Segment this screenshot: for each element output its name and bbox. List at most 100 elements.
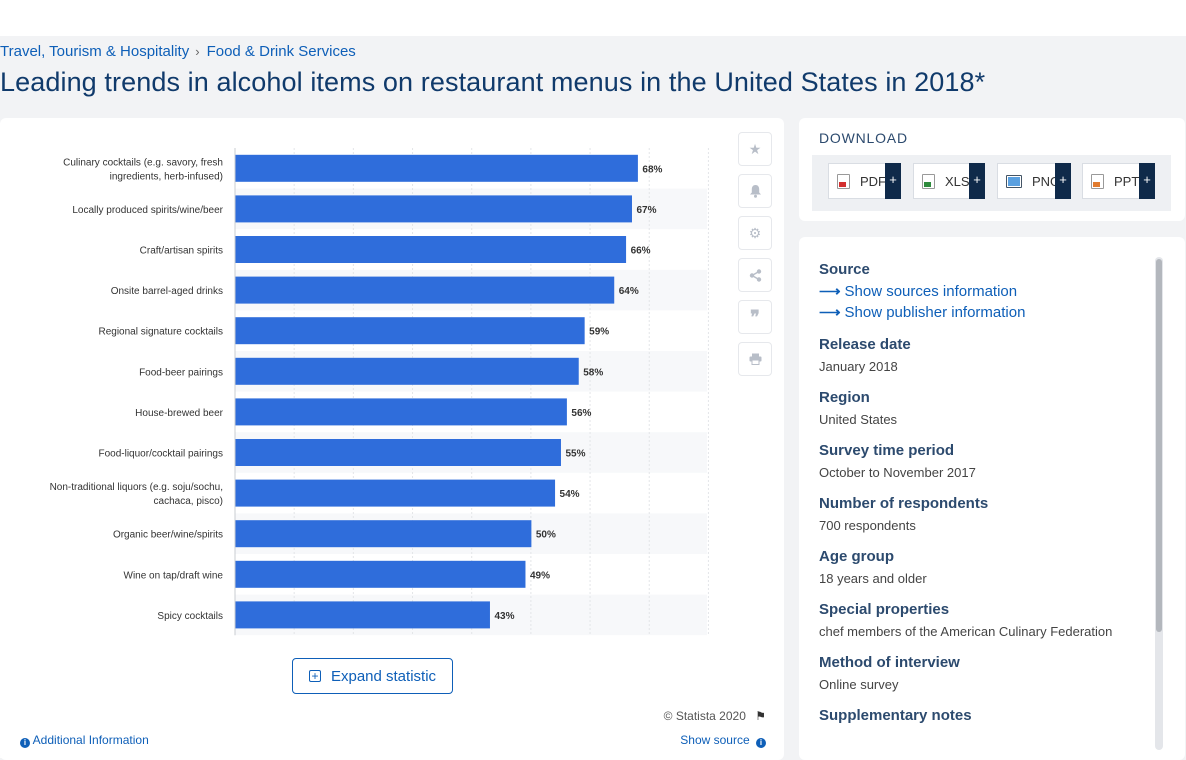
source-label: Source (819, 261, 870, 278)
bar (235, 154, 638, 182)
expand-statistic-button[interactable]: + Expand statistic (292, 658, 453, 694)
bar (235, 439, 561, 466)
bar (235, 236, 627, 263)
bell-icon (749, 185, 761, 198)
copyright: © Statista 2020 ⚑ (664, 709, 766, 723)
show-source-label: Show source (680, 733, 750, 747)
favorite-button[interactable]: ★ (738, 132, 772, 166)
data-label: 67% (636, 205, 656, 216)
special-properties-label: Special properties (819, 601, 950, 618)
expand-statistic-label: Expand statistic (330, 667, 437, 685)
details-list: Source ⟶ Show sources information ⟶ Show p… (819, 261, 1159, 724)
arrow-right-icon: ⟶ (819, 304, 841, 321)
release-date-value: January 2018 (819, 359, 898, 374)
data-label: 43% (494, 611, 514, 622)
download-pdf-label: PDF (860, 173, 886, 189)
data-label: 49% (530, 570, 550, 581)
category-label: Regional signature cocktails (98, 327, 223, 338)
info-icon: i (756, 738, 766, 748)
chart-card: 68% Culinary cocktails (e.g. savory, fres… (0, 118, 784, 760)
category-label: Food-liquor/cocktail pairings (98, 449, 223, 460)
show-publisher-text: Show publisher information (844, 304, 1026, 321)
bar (235, 276, 615, 304)
settings-button[interactable]: ⚙ (738, 216, 772, 250)
bar (235, 398, 567, 426)
bar (235, 560, 526, 588)
info-icon: i (20, 738, 30, 748)
copyright-text: © Statista 2020 (663, 709, 746, 723)
category-label: Non-traditional liquors (e.g. soju/sochu… (50, 482, 223, 493)
region-label: Region (819, 389, 870, 406)
breadcrumb: Travel, Tourism & Hospitality › Food & D… (0, 43, 356, 60)
share-button[interactable] (738, 258, 772, 292)
top-bar (0, 0, 1186, 36)
page-title: Leading trends in alcohol items on resta… (0, 67, 986, 97)
method-label: Method of interview (819, 654, 960, 671)
special-properties-value: chef members of the American Culinary Fe… (819, 624, 1113, 639)
category-label: Spicy cocktails (157, 611, 223, 622)
show-source-link[interactable]: Show source i (680, 733, 766, 748)
data-label: 50% (536, 530, 556, 541)
download-ppt-button[interactable]: PPT + (1082, 163, 1155, 199)
plus-icon[interactable]: + (885, 163, 901, 199)
download-xls-button[interactable]: XLS + (913, 163, 985, 199)
breadcrumb-separator: › (195, 44, 200, 59)
age-group-label: Age group (819, 548, 894, 565)
bar (235, 479, 556, 507)
category-label: Wine on tap/draft wine (124, 570, 224, 581)
download-xls-label: XLS (945, 173, 970, 189)
region-value: United States (819, 412, 898, 427)
data-label: 54% (560, 489, 580, 500)
breadcrumb-item-travel[interactable]: Travel, Tourism & Hospitality (0, 43, 190, 60)
bar (235, 317, 585, 345)
ppt-file-icon (1091, 173, 1104, 189)
download-card: DOWNLOAD PDF + XLS + PNG + PPT + (799, 118, 1185, 221)
plus-icon[interactable]: + (969, 163, 985, 199)
show-sources-link[interactable]: ⟶ Show sources information (819, 282, 1159, 300)
gear-icon: ⚙ (748, 224, 762, 241)
plus-icon[interactable]: + (1055, 163, 1071, 199)
release-date-label: Release date (819, 336, 911, 353)
arrow-right-icon: ⟶ (819, 283, 841, 300)
download-png-button[interactable]: PNG + (997, 163, 1071, 199)
category-label: Locally produced spirits/wine/beer (72, 205, 223, 216)
category-label: House-brewed beer (135, 408, 223, 419)
data-label: 55% (565, 449, 585, 460)
bar (235, 601, 490, 629)
cite-button[interactable]: ❞ (738, 300, 772, 334)
category-label: cachaca, pisco) (154, 496, 223, 507)
category-label: ingredients, herb-infused) (110, 171, 223, 182)
download-ppt-label: PPT (1114, 173, 1140, 189)
survey-period-label: Survey time period (819, 442, 955, 459)
data-label: 56% (571, 408, 591, 419)
data-label: 64% (619, 286, 639, 297)
details-scrollbar-thumb[interactable] (1156, 259, 1162, 632)
age-group-value: 18 years and older (819, 571, 927, 586)
bar (235, 520, 532, 548)
category-label: Craft/artisan spirits (140, 246, 223, 257)
plus-icon[interactable]: + (1139, 163, 1155, 199)
notification-button[interactable] (738, 174, 772, 208)
quote-icon: ❞ (750, 306, 760, 327)
show-publisher-link[interactable]: ⟶ Show publisher information (819, 303, 1159, 321)
chart-fade-overlay (0, 702, 720, 758)
data-label: 59% (589, 327, 609, 338)
share-icon (749, 268, 761, 282)
bar (235, 195, 632, 223)
method-value: Online survey (819, 677, 899, 692)
respondents-label: Number of respondents (819, 495, 989, 512)
category-label: Food-beer pairings (139, 367, 223, 378)
breadcrumb-item-food-drink[interactable]: Food & Drink Services (206, 43, 356, 60)
png-file-icon (1006, 174, 1022, 188)
print-button[interactable] (738, 342, 772, 376)
flag-icon[interactable]: ⚑ (755, 709, 766, 723)
download-pdf-button[interactable]: PDF + (828, 163, 901, 199)
side-toolbar: ★ ⚙ ❞ (738, 132, 772, 384)
category-label: Onsite barrel-aged drinks (111, 286, 223, 297)
additional-information-link[interactable]: i Additional Information (20, 733, 149, 748)
supplementary-notes-label: Supplementary notes (819, 707, 972, 724)
respondents-value: 700 respondents (819, 518, 916, 533)
statistic-details-card: Source ⟶ Show sources information ⟶ Show p… (799, 237, 1185, 760)
data-label: 66% (631, 246, 651, 257)
additional-information-label: Additional Information (32, 733, 149, 747)
